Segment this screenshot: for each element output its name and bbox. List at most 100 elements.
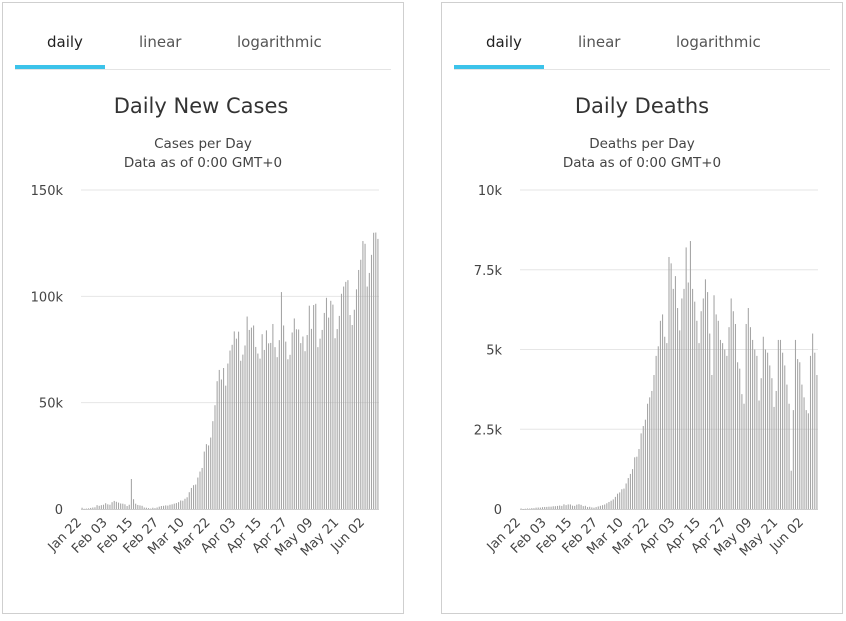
bar: [235, 338, 237, 509]
bar: [674, 276, 676, 509]
bar: [707, 292, 709, 509]
bar: [775, 390, 777, 509]
bar: [769, 365, 771, 509]
y-tick-label: 10k: [478, 184, 503, 199]
bar: [599, 505, 601, 509]
deaths-chart-panel: daily linear logarithmic Daily Deaths De…: [441, 2, 843, 614]
bar: [158, 506, 160, 509]
bar: [295, 329, 297, 509]
bar: [373, 232, 375, 509]
bars: [520, 241, 818, 510]
bar: [291, 332, 293, 509]
bar: [364, 243, 366, 510]
bar: [263, 349, 265, 509]
y-tick-label: 50k: [39, 397, 64, 412]
chart-title: Daily Deaths: [575, 94, 709, 118]
bar: [702, 298, 704, 509]
bar: [803, 397, 805, 509]
bar: [130, 479, 132, 509]
bar: [115, 501, 117, 509]
tab-logarithmic[interactable]: logarithmic: [237, 33, 322, 51]
bar: [313, 305, 315, 509]
bar: [537, 507, 539, 509]
bar: [122, 503, 124, 509]
tab-daily[interactable]: daily: [486, 33, 522, 51]
bar: [150, 508, 152, 510]
bar: [546, 506, 548, 509]
bar: [334, 338, 336, 509]
bar: [535, 507, 537, 509]
bar: [644, 419, 646, 509]
bar: [347, 280, 349, 509]
bar: [160, 506, 162, 509]
tab-logarithmic[interactable]: logarithmic: [676, 33, 761, 51]
bar: [713, 295, 715, 509]
bar: [141, 505, 143, 509]
bar: [218, 369, 220, 509]
bar: [223, 368, 225, 509]
bar: [353, 309, 355, 509]
daily-deaths-chart: Daily Deaths Deaths per Day Data as of 0…: [474, 94, 818, 559]
bar: [227, 363, 229, 509]
bar: [272, 323, 274, 509]
bar: [308, 305, 310, 509]
bar: [208, 445, 210, 509]
tab-daily[interactable]: daily: [47, 33, 83, 51]
bar: [154, 508, 156, 509]
bar: [265, 330, 267, 509]
bar: [664, 336, 666, 509]
bar: [814, 352, 816, 509]
bar: [544, 506, 546, 509]
bar: [604, 504, 606, 509]
bar: [81, 507, 83, 509]
bar: [302, 336, 304, 509]
bar: [330, 300, 332, 509]
bar: [617, 493, 619, 509]
bar: [343, 286, 345, 509]
bar: [132, 499, 135, 509]
bar: [747, 308, 749, 509]
y-tick-label: 150k: [31, 184, 64, 199]
bar: [98, 505, 100, 509]
bar: [799, 362, 801, 509]
bar: [711, 375, 713, 509]
y-tick-label: 5k: [486, 344, 502, 359]
bar: [315, 303, 317, 509]
bar: [698, 343, 700, 509]
bar: [242, 354, 244, 509]
bar: [336, 329, 338, 509]
bar: [760, 378, 762, 509]
bar: [195, 484, 197, 509]
chart-subtitle-line-2: Data as of 0:00 GMT+0: [563, 155, 721, 171]
bar: [722, 343, 724, 509]
bar: [362, 241, 364, 510]
bar: [608, 501, 610, 509]
bar: [790, 470, 792, 509]
bar: [634, 457, 636, 509]
bar: [199, 471, 201, 509]
bar: [220, 379, 222, 509]
bar: [351, 325, 353, 509]
bar: [754, 349, 756, 509]
bar: [625, 483, 627, 509]
bar: [152, 507, 154, 509]
bar: [595, 507, 597, 509]
bar: [526, 508, 529, 509]
bar: [659, 320, 661, 509]
bar: [186, 497, 188, 509]
bar: [632, 469, 634, 510]
bar: [777, 339, 779, 509]
bar: [171, 504, 173, 509]
bar: [358, 269, 360, 509]
tab-linear[interactable]: linear: [139, 33, 182, 51]
bar: [233, 331, 235, 509]
active-tab-indicator: [454, 65, 544, 69]
bar: [794, 339, 797, 509]
bar: [349, 315, 351, 509]
bar: [87, 508, 90, 509]
bar: [571, 505, 574, 509]
tab-linear[interactable]: linear: [578, 33, 621, 51]
bar: [94, 507, 96, 509]
bar: [574, 505, 576, 509]
